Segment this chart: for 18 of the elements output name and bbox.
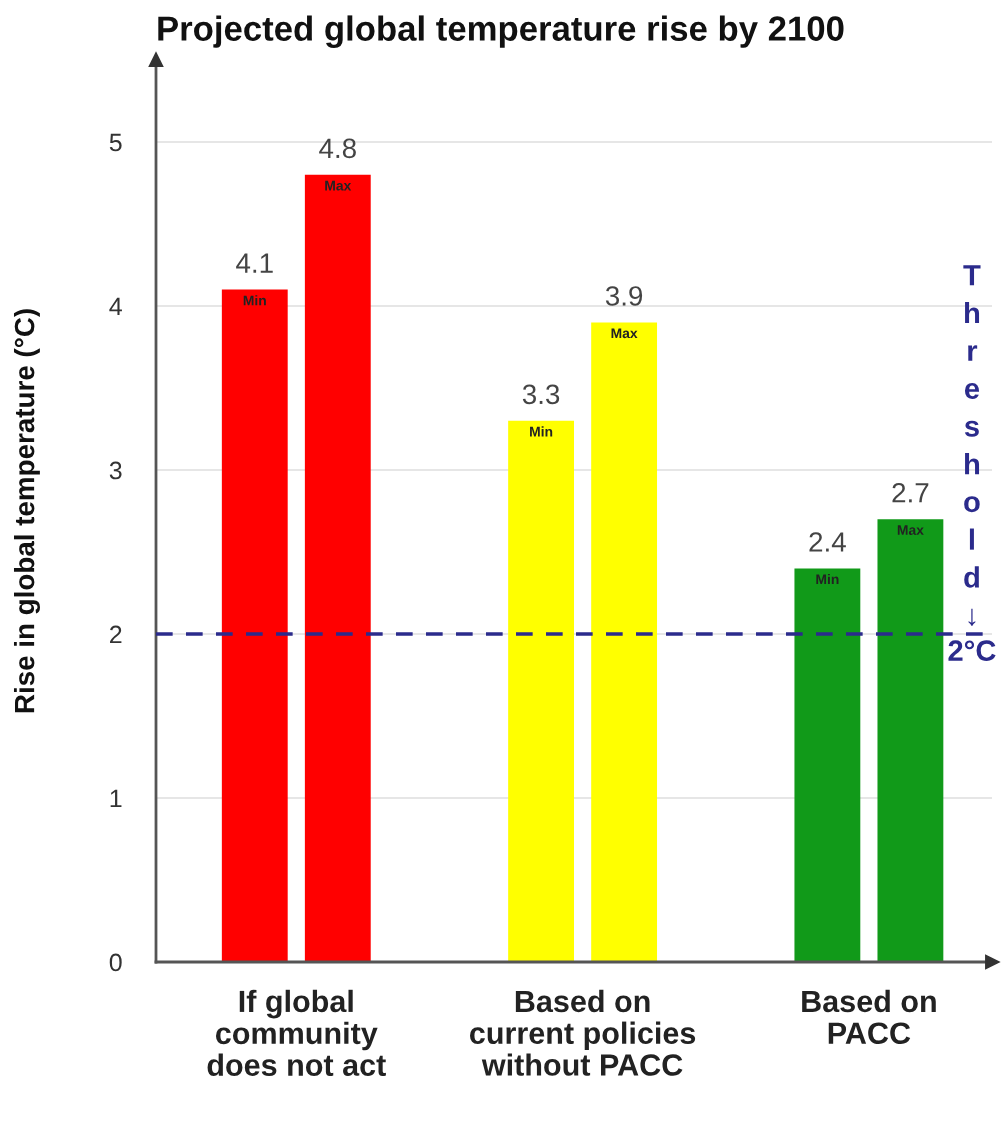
y-tick-label: 5 [109,133,122,152]
y-tick-label: 2 [110,625,122,644]
data-label: 2.4 [809,532,846,552]
x-tick-label: Based on PACC [802,989,936,1045]
x-tick-label: Based on current policies without PACC [470,989,696,1076]
y-tick-label: 0 [109,953,122,972]
data-label: 3.3 [522,384,560,405]
data-label: 4.1 [236,253,273,273]
data-label: 4.8 [319,138,356,159]
y-tick-label: 4 [109,297,122,316]
data-label: 2.7 [892,482,929,503]
chart-title: Projected global temperature rise by 2100 [158,15,844,48]
y-axis-title: Rise in global temperature (°C) [13,309,40,713]
y-tick-label: 1 [110,789,122,808]
data-label: 3.9 [605,286,643,306]
y-tick-label: 3 [109,461,122,480]
x-tick-label: If global community does not act [207,989,386,1076]
text: Threshold ↓ 2°C [948,265,996,661]
